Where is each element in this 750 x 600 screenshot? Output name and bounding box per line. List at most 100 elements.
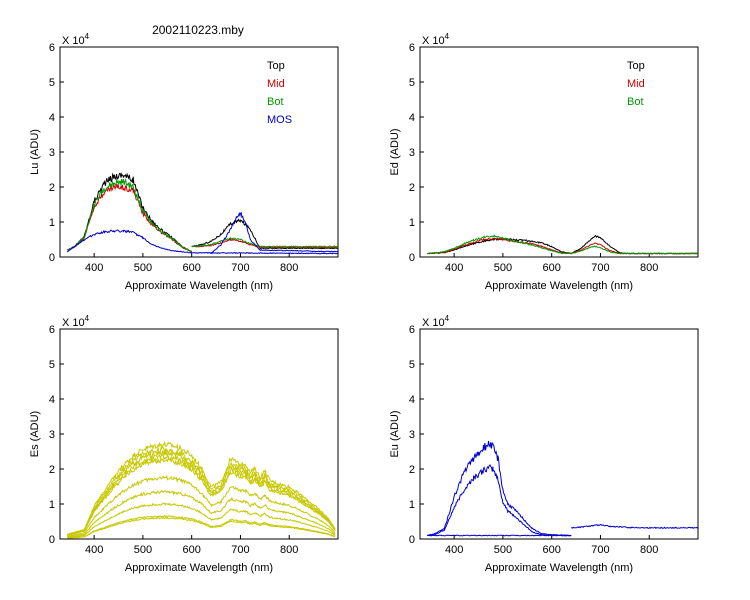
y-tick-label: 2 <box>409 182 415 194</box>
plot-frame <box>419 46 699 258</box>
x-tick-label: 400 <box>445 544 463 556</box>
legend-top: Top <box>267 60 285 72</box>
y-tick-label: 5 <box>409 359 415 371</box>
y-tick-label: 1 <box>409 217 415 229</box>
es-spectrum-line <box>67 502 336 538</box>
exponent-label: X 104 <box>422 32 450 47</box>
series-top-line <box>191 218 338 250</box>
x-tick-label: 400 <box>445 262 463 274</box>
es-spectrum-line <box>67 456 336 536</box>
plot-frame <box>59 328 339 540</box>
y-tick-label: 4 <box>409 394 415 406</box>
plot-area <box>427 440 698 537</box>
series-mid-line <box>191 236 338 249</box>
x-tick-label: 800 <box>640 544 658 556</box>
x-tick-label: 800 <box>280 544 298 556</box>
x-tick-label: 600 <box>543 544 561 556</box>
series-mid-line <box>67 183 193 253</box>
y-tick-label: 0 <box>409 534 415 546</box>
y-axis-label: Eu (ADU) <box>389 410 401 457</box>
series-bot-line <box>67 177 192 253</box>
series-eu-3-line <box>427 534 572 537</box>
x-tick-label: 600 <box>543 262 561 274</box>
x-tick-label: 700 <box>591 262 609 274</box>
series-eu-3-line <box>571 523 698 530</box>
x-tick-label: 600 <box>183 262 201 274</box>
x-tick-label: 700 <box>231 544 249 556</box>
y-tick-label: 6 <box>409 42 415 54</box>
series-top-line <box>66 172 193 253</box>
y-tick-label: 0 <box>409 252 415 264</box>
y-tick-label: 1 <box>49 217 55 229</box>
y-tick-label: 3 <box>409 147 415 159</box>
y-tick-label: 3 <box>409 429 415 441</box>
chart-ed: 0 1 2 3 4 5 6 400 500 600 700 800 Approximate Wavele… <box>389 32 699 292</box>
chart-es: 0 1 2 3 4 5 6 400 500 600 700 800 Approximate Wavele… <box>29 314 339 574</box>
x-axis-label: Approximate Wavelength (nm) <box>125 280 273 292</box>
y-tick-label: 2 <box>49 182 55 194</box>
es-spectrum-line <box>67 489 336 538</box>
y-tick-label: 0 <box>49 534 55 546</box>
exponent-label: X 104 <box>62 314 90 329</box>
x-tick-label: 500 <box>494 262 512 274</box>
y-tick-label: 4 <box>49 112 55 124</box>
series-eu-2-line <box>427 464 572 537</box>
series-eu-1-line <box>427 440 572 537</box>
x-tick-label: 500 <box>134 262 152 274</box>
y-tick-label: 6 <box>49 42 55 54</box>
legend-top: Top <box>627 60 645 72</box>
plot-frame <box>59 46 339 258</box>
legend-bot: Bot <box>627 96 644 108</box>
plot-area <box>66 440 336 539</box>
x-tick-label: 800 <box>280 262 298 274</box>
series-bot-line <box>427 234 698 255</box>
series-mos-line <box>210 211 338 255</box>
chart-lu: 0 1 2 3 4 5 6 400 500 600 700 800 Approximate Wavele… <box>29 32 339 292</box>
es-spectrum-line <box>67 516 336 539</box>
x-tick-label: 500 <box>134 544 152 556</box>
y-tick-label: 1 <box>49 499 55 511</box>
plot-area <box>427 234 698 255</box>
es-spectrum-line <box>67 440 336 535</box>
y-tick-label: 1 <box>409 499 415 511</box>
y-axis-label: Lu (ADU) <box>29 129 41 175</box>
x-axis-label: Approximate Wavelength (nm) <box>485 562 633 574</box>
y-tick-label: 6 <box>409 324 415 336</box>
x-tick-label: 700 <box>591 544 609 556</box>
y-tick-label: 5 <box>49 77 55 89</box>
legend-bot: Bot <box>267 96 284 108</box>
figure-title: 2002110223.mby <box>152 23 244 37</box>
x-tick-label: 800 <box>640 262 658 274</box>
y-axis-label: Es (ADU) <box>29 411 41 457</box>
y-tick-label: 3 <box>49 429 55 441</box>
es-spectrum-line <box>67 446 336 536</box>
y-tick-label: 5 <box>49 359 55 371</box>
series-bot-line <box>191 237 338 248</box>
x-tick-label: 700 <box>231 262 249 274</box>
x-tick-label: 400 <box>85 262 103 274</box>
x-tick-label: 400 <box>85 544 103 556</box>
y-tick-label: 4 <box>49 394 55 406</box>
x-axis-label: Approximate Wavelength (nm) <box>485 280 633 292</box>
plot-frame <box>419 328 699 540</box>
y-tick-label: 4 <box>409 112 415 124</box>
y-axis-label: Ed (ADU) <box>389 128 401 175</box>
x-axis-label: Approximate Wavelength (nm) <box>125 562 273 574</box>
y-tick-label: 3 <box>49 147 55 159</box>
exponent-label: X 104 <box>422 314 450 329</box>
series-mos-line <box>66 229 338 255</box>
exponent-label: X 104 <box>62 32 90 47</box>
legend-mid: Mid <box>627 78 645 90</box>
y-tick-label: 2 <box>409 464 415 476</box>
legend-mid: Mid <box>267 78 285 90</box>
y-tick-label: 5 <box>409 77 415 89</box>
x-tick-label: 500 <box>494 544 512 556</box>
x-tick-label: 600 <box>183 544 201 556</box>
es-spectrum-line <box>67 514 336 539</box>
y-tick-label: 0 <box>49 252 55 264</box>
legend-mos: MOS <box>267 114 292 126</box>
y-tick-label: 6 <box>49 324 55 336</box>
plot-area <box>66 172 338 255</box>
chart-eu: 0 1 2 3 4 5 6 400 500 600 700 800 Approximate Wavele… <box>389 314 699 574</box>
